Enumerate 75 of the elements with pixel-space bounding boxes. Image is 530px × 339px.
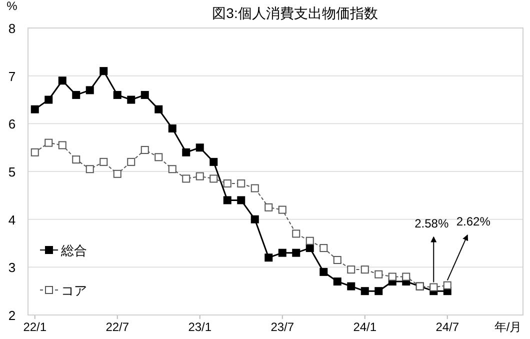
point [360,287,369,296]
point [168,165,176,174]
point [264,203,273,212]
point [140,90,149,99]
point [30,148,39,156]
y-tick-label: 8 [8,21,16,36]
x-tick-label: 24/7 [436,320,460,334]
point [196,144,204,152]
point [374,270,383,278]
legend-label: コア [61,283,87,298]
chart-title: 図3:個人消費支出物価指数 [212,5,378,21]
point [44,96,53,104]
point [113,170,122,178]
point [292,230,300,238]
x-tick-label: 24/1 [353,320,377,334]
y-tick-label: 3 [8,260,16,276]
point [250,184,259,192]
x-tick-label: 22/1 [23,320,47,334]
y-tick-label: 5 [8,164,16,180]
point [44,138,53,147]
point [264,254,273,262]
point [292,248,300,257]
point [278,206,286,214]
point [127,158,136,166]
point [443,281,452,290]
annotation: 2.62% [456,214,491,228]
point [210,174,218,183]
point [72,90,80,99]
point [210,158,218,166]
point [388,272,396,281]
point [86,165,94,174]
x-axis-title: 年/月 [494,320,522,334]
legend-label: 総合 [60,243,87,258]
point [182,174,190,183]
x-tick-label: 22/7 [106,320,130,334]
point [154,153,163,162]
point [72,156,80,164]
point [86,86,94,94]
point [182,148,190,156]
point [168,124,176,132]
point [402,272,410,281]
point [237,196,246,204]
point [113,90,122,99]
y-tick-label: 7 [8,68,16,84]
point [100,158,108,166]
point [320,244,328,252]
y-tick-label: 2 [8,308,16,323]
point [333,278,342,286]
point [333,256,342,264]
point [306,236,314,245]
point [140,146,149,154]
point [30,105,39,114]
y-tick-label: 4 [8,212,16,228]
point [250,215,259,224]
point [154,105,163,114]
point [223,179,232,188]
point [360,266,369,274]
point [237,179,246,188]
y-axis-title: % [6,0,18,13]
point [100,67,108,76]
point [278,248,286,257]
point [374,287,383,296]
point [223,196,232,204]
point [347,282,356,290]
annotation: 2.58% [414,216,449,230]
point [430,283,438,292]
point [127,96,136,104]
point [58,141,66,150]
x-tick-label: 23/1 [188,320,212,334]
point [347,266,356,274]
point [320,268,328,276]
x-tick-label: 23/7 [270,320,294,334]
y-tick-label: 6 [8,116,16,132]
point [196,172,204,180]
point [58,76,66,85]
